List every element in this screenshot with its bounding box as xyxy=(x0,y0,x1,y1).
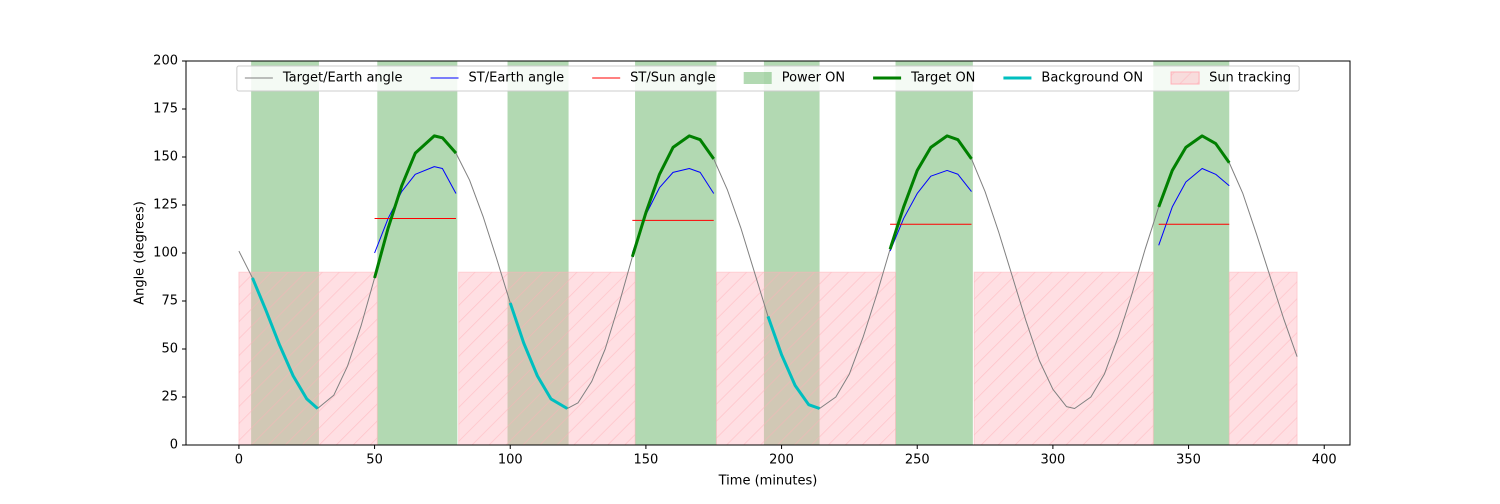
series-line xyxy=(374,166,1230,254)
y-tick-label: 50 xyxy=(161,342,178,357)
x-axis-label: Time (minutes) xyxy=(718,474,818,489)
y-tick-label: 100 xyxy=(153,246,178,261)
x-tick-label: 250 xyxy=(905,453,930,468)
sun-tracking-span xyxy=(973,271,1154,445)
legend-label: ST/Earth angle xyxy=(469,71,565,86)
legend-label: Background ON xyxy=(1041,71,1143,86)
legend-patch xyxy=(743,72,772,84)
plot-area xyxy=(238,61,1298,445)
x-tick-label: 50 xyxy=(366,453,383,468)
power-on-span xyxy=(895,61,973,445)
power-on-span xyxy=(635,61,717,445)
x-tick-label: 150 xyxy=(633,453,658,468)
legend-item: Target ON xyxy=(873,71,975,86)
y-tick-label: 150 xyxy=(153,150,178,165)
y-tick-label: 0 xyxy=(170,438,178,453)
x-tick-label: 0 xyxy=(235,453,243,468)
y-tick-label: 175 xyxy=(153,102,178,117)
legend-patch xyxy=(1170,71,1200,85)
y-tick-label: 200 xyxy=(153,54,178,69)
sun-tracking-span xyxy=(458,271,636,445)
y-tick-label: 125 xyxy=(153,198,178,213)
x-tick-label: 400 xyxy=(1312,453,1337,468)
y-tick-label: 25 xyxy=(161,390,178,405)
legend-item: Target/Earth angle xyxy=(244,71,403,86)
legend-label: ST/Sun angle xyxy=(630,71,716,86)
y-tick-label: 75 xyxy=(161,294,178,309)
sun-tracking-span xyxy=(1228,271,1298,445)
legend-item: Power ON xyxy=(743,71,845,86)
series-line xyxy=(374,217,1230,225)
series-line xyxy=(373,134,1231,279)
x-tick-label: 350 xyxy=(1176,453,1201,468)
x-tick-label: 300 xyxy=(1040,453,1065,468)
legend-label: Target ON xyxy=(910,71,975,86)
power-on-span xyxy=(377,61,458,445)
sun-tracking-span xyxy=(715,271,897,445)
x-tick-label: 100 xyxy=(498,453,523,468)
legend-label: Target/Earth angle xyxy=(282,71,403,86)
legend-item: Background ON xyxy=(1003,71,1143,86)
legend-label: Sun tracking xyxy=(1209,71,1291,86)
power-on-span xyxy=(1153,61,1230,445)
y-axis-label: Angle (degrees) xyxy=(133,201,148,305)
series-line xyxy=(251,277,821,410)
legend-label: Power ON xyxy=(782,71,845,86)
legend-item: Sun tracking xyxy=(1170,71,1291,86)
legend-item: ST/Earth angle xyxy=(430,71,565,86)
legend-box xyxy=(236,65,1300,92)
legend-item: ST/Sun angle xyxy=(592,71,716,86)
x-tick-label: 200 xyxy=(769,453,794,468)
legend: Target/Earth angle ST/Earth angle ST/Sun a… xyxy=(236,65,1300,92)
